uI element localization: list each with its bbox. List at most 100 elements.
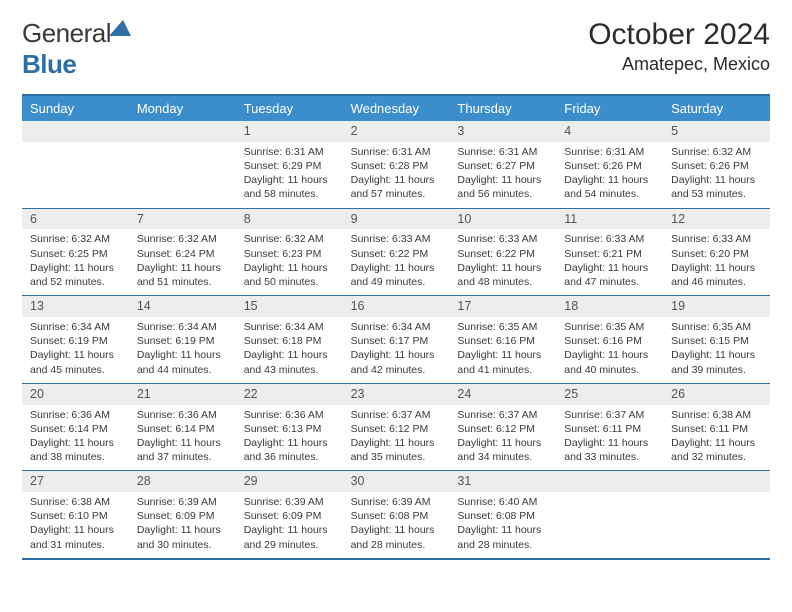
day-body: Sunrise: 6:36 AMSunset: 6:14 PMDaylight:… <box>22 405 129 471</box>
day-body: Sunrise: 6:33 AMSunset: 6:20 PMDaylight:… <box>663 229 770 295</box>
day-info-line: and 39 minutes. <box>671 363 762 377</box>
day-number: 25 <box>556 384 663 405</box>
day-number <box>22 121 129 142</box>
day-info-line: Sunset: 6:12 PM <box>457 422 548 436</box>
day-info-line: Sunset: 6:29 PM <box>244 159 335 173</box>
calendar-day-cell <box>129 121 236 208</box>
day-info-line: Daylight: 11 hours <box>137 436 228 450</box>
day-info-line: Daylight: 11 hours <box>457 523 548 537</box>
day-info-line: Daylight: 11 hours <box>564 348 655 362</box>
day-info-line: Sunrise: 6:36 AM <box>244 408 335 422</box>
day-body <box>663 492 770 501</box>
day-info-line: Sunset: 6:22 PM <box>457 247 548 261</box>
day-info-line: Sunrise: 6:39 AM <box>244 495 335 509</box>
day-info-line: Sunrise: 6:31 AM <box>351 145 442 159</box>
day-body: Sunrise: 6:40 AMSunset: 6:08 PMDaylight:… <box>449 492 556 558</box>
day-info-line: Sunrise: 6:33 AM <box>457 232 548 246</box>
day-info-line: Sunset: 6:11 PM <box>671 422 762 436</box>
day-number: 3 <box>449 121 556 142</box>
day-info-line: Daylight: 11 hours <box>30 261 121 275</box>
day-number: 26 <box>663 384 770 405</box>
day-info-line: and 35 minutes. <box>351 450 442 464</box>
calendar-day-cell: 13Sunrise: 6:34 AMSunset: 6:19 PMDayligh… <box>22 296 129 383</box>
day-info-line: Daylight: 11 hours <box>30 523 121 537</box>
day-info-line: and 52 minutes. <box>30 275 121 289</box>
calendar-week-row: 1 Sunrise: 6:31 AM Sunset: 6:29 PM Daylight… <box>22 121 770 208</box>
day-body: Sunrise: 6:35 AMSunset: 6:15 PMDaylight:… <box>663 317 770 383</box>
calendar-day-cell: 12Sunrise: 6:33 AMSunset: 6:20 PMDayligh… <box>663 209 770 296</box>
day-number: 19 <box>663 296 770 317</box>
day-body: Sunrise: 6:37 AMSunset: 6:12 PMDaylight:… <box>449 405 556 471</box>
day-info-line: Daylight: 11 hours <box>671 348 762 362</box>
day-info-line: Daylight: 11 hours <box>351 348 442 362</box>
day-info-line: Daylight: 11 hours <box>564 173 655 187</box>
day-body: Sunrise: 6:39 AMSunset: 6:09 PMDaylight:… <box>129 492 236 558</box>
calendar-day-cell: 17Sunrise: 6:35 AMSunset: 6:16 PMDayligh… <box>449 296 556 383</box>
calendar-day-cell: 26Sunrise: 6:38 AMSunset: 6:11 PMDayligh… <box>663 384 770 471</box>
day-number <box>556 471 663 492</box>
day-number: 8 <box>236 209 343 230</box>
day-number: 13 <box>22 296 129 317</box>
day-info-line: Sunset: 6:10 PM <box>30 509 121 523</box>
day-info-line: and 57 minutes. <box>351 187 442 201</box>
day-info-line: Sunset: 6:24 PM <box>137 247 228 261</box>
day-info-line: Sunrise: 6:35 AM <box>457 320 548 334</box>
day-info-line: and 47 minutes. <box>564 275 655 289</box>
day-body: Sunrise: 6:35 AMSunset: 6:16 PMDaylight:… <box>449 317 556 383</box>
brand-part1: General <box>22 18 111 48</box>
day-number: 30 <box>343 471 450 492</box>
day-info-line: Daylight: 11 hours <box>30 436 121 450</box>
day-info-line: and 46 minutes. <box>671 275 762 289</box>
calendar-day-cell: 22Sunrise: 6:36 AMSunset: 6:13 PMDayligh… <box>236 384 343 471</box>
title-block: October 2024 Amatepec, Mexico <box>588 18 770 75</box>
day-info-line: Sunset: 6:23 PM <box>244 247 335 261</box>
day-info-line: Sunset: 6:22 PM <box>351 247 442 261</box>
day-info-line: and 36 minutes. <box>244 450 335 464</box>
calendar-day-cell: 29Sunrise: 6:39 AMSunset: 6:09 PMDayligh… <box>236 471 343 558</box>
weekday-header: Friday <box>556 96 663 121</box>
day-info-line: Sunrise: 6:32 AM <box>671 145 762 159</box>
day-body: Sunrise: 6:33 AMSunset: 6:21 PMDaylight:… <box>556 229 663 295</box>
day-body <box>22 142 129 151</box>
calendar-day-cell: 24Sunrise: 6:37 AMSunset: 6:12 PMDayligh… <box>449 384 556 471</box>
day-info-line: and 33 minutes. <box>564 450 655 464</box>
day-info-line: and 34 minutes. <box>457 450 548 464</box>
day-info-line: Sunset: 6:21 PM <box>564 247 655 261</box>
day-info-line: Sunset: 6:16 PM <box>457 334 548 348</box>
day-info-line: and 28 minutes. <box>457 538 548 552</box>
day-info-line: Sunset: 6:08 PM <box>457 509 548 523</box>
day-info-line: Daylight: 11 hours <box>351 261 442 275</box>
day-body: Sunrise: 6:32 AMSunset: 6:26 PMDaylight:… <box>663 142 770 208</box>
calendar-day-cell: 8Sunrise: 6:32 AMSunset: 6:23 PMDaylight… <box>236 209 343 296</box>
day-number: 11 <box>556 209 663 230</box>
day-info-line: Sunset: 6:14 PM <box>137 422 228 436</box>
day-info-line: Sunrise: 6:38 AM <box>671 408 762 422</box>
day-body: Sunrise: 6:35 AMSunset: 6:16 PMDaylight:… <box>556 317 663 383</box>
calendar-day-cell: 23Sunrise: 6:37 AMSunset: 6:12 PMDayligh… <box>343 384 450 471</box>
calendar-week-row: 6Sunrise: 6:32 AMSunset: 6:25 PMDaylight… <box>22 208 770 296</box>
calendar-day-cell: 3Sunrise: 6:31 AMSunset: 6:27 PMDaylight… <box>449 121 556 208</box>
day-info-line: and 29 minutes. <box>244 538 335 552</box>
day-number: 7 <box>129 209 236 230</box>
day-info-line: Sunset: 6:27 PM <box>457 159 548 173</box>
calendar-day-cell: 30Sunrise: 6:39 AMSunset: 6:08 PMDayligh… <box>343 471 450 558</box>
calendar-day-cell: 6Sunrise: 6:32 AMSunset: 6:25 PMDaylight… <box>22 209 129 296</box>
header-bar: General Blue October 2024 Amatepec, Mexi… <box>22 18 770 80</box>
calendar-week-row: 20Sunrise: 6:36 AMSunset: 6:14 PMDayligh… <box>22 383 770 471</box>
weekday-header: Tuesday <box>236 96 343 121</box>
day-info-line: Sunset: 6:16 PM <box>564 334 655 348</box>
day-info-line: and 53 minutes. <box>671 187 762 201</box>
day-body: Sunrise: 6:39 AMSunset: 6:09 PMDaylight:… <box>236 492 343 558</box>
day-body: Sunrise: 6:32 AMSunset: 6:23 PMDaylight:… <box>236 229 343 295</box>
day-info-line: Sunrise: 6:35 AM <box>671 320 762 334</box>
weekday-header: Sunday <box>22 96 129 121</box>
calendar-day-cell <box>556 471 663 558</box>
day-number: 1 <box>236 121 343 142</box>
day-info-line: Sunset: 6:28 PM <box>351 159 442 173</box>
day-info-line: Daylight: 11 hours <box>457 348 548 362</box>
day-body: Sunrise: 6:34 AMSunset: 6:19 PMDaylight:… <box>129 317 236 383</box>
calendar-day-cell <box>22 121 129 208</box>
calendar-week-row: 13Sunrise: 6:34 AMSunset: 6:19 PMDayligh… <box>22 295 770 383</box>
day-info-line: Sunrise: 6:32 AM <box>137 232 228 246</box>
day-body: Sunrise: 6:38 AMSunset: 6:10 PMDaylight:… <box>22 492 129 558</box>
